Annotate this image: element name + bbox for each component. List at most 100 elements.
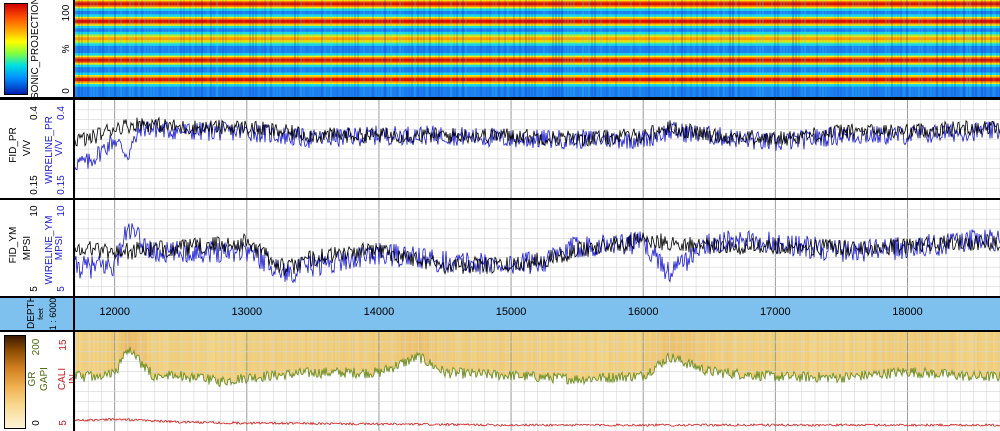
texture-streak [537,0,539,97]
texture-streak [213,0,215,97]
texture-streak [453,0,455,97]
texture-streak [672,0,674,97]
texture-streak [828,0,830,97]
depth-unit: feet [38,308,45,320]
texture-streak [222,0,224,97]
texture-streak [963,0,965,97]
texture-streak [696,0,698,97]
sonic-color-scale [4,3,28,95]
texture-streak [909,0,911,97]
texture-streak [408,0,410,97]
texture-streak [312,0,314,97]
heatmap-band [75,53,1000,68]
texture-streak [75,0,77,97]
texture-streak [669,0,671,97]
texture-streak [711,0,713,97]
heatmap-band [75,72,1000,87]
texture-streak [951,0,953,97]
texture-streak [777,0,779,97]
texture-streak [834,0,836,97]
track-divider [0,198,1000,200]
texture-streak [90,0,92,97]
ym-header: FID_YM MPSI 10 5 WIRELINE_YM MPSI 10 5 [0,200,75,296]
series-line-wireline-ym [75,223,1000,284]
depth-track: DEPTH feet 1 : 6000 12000 13000 14000 15000… [0,298,1000,330]
texture-streak [288,0,290,97]
texture-streak [768,0,770,97]
texture-streak [348,0,350,97]
texture-streak [333,0,335,97]
texture-streak [600,0,602,97]
pr-plot [75,100,1000,198]
texture-streak [966,0,968,97]
texture-streak [138,0,140,97]
texture-streak [108,0,110,97]
texture-streak [228,0,230,97]
texture-streak [360,0,362,97]
texture-streak [930,0,932,97]
texture-streak [426,0,428,97]
heatmap-band [75,14,1000,29]
texture-streak [864,0,866,97]
band-core [75,2,1000,6]
texture-streak [483,0,485,97]
depth-tick-label: 14000 [363,306,395,318]
texture-streak [597,0,599,97]
texture-streak [570,0,572,97]
texture-streak [543,0,545,97]
texture-streak [858,0,860,97]
texture-streak [753,0,755,97]
texture-streak [897,0,899,97]
texture-streak [339,0,341,97]
texture-streak [393,0,395,97]
texture-streak [522,0,524,97]
texture-streak [150,0,152,97]
texture-streak [411,0,413,97]
track-divider [0,330,1000,332]
band-core [75,78,1000,82]
heatmap-band [75,31,1000,46]
texture-streak [255,0,257,97]
pr-scale-bottom: 0.15 [29,175,40,195]
texture-streak [594,0,596,97]
texture-streak [606,0,608,97]
texture-streak [375,0,377,97]
texture-streak [912,0,914,97]
texture-streak [843,0,845,97]
texture-streak [342,0,344,97]
texture-streak [708,0,710,97]
texture-streak [303,0,305,97]
texture-streak [804,0,806,97]
pr-scale-top: 0.4 [29,106,40,120]
texture-streak [471,0,473,97]
series-line-gr [75,346,1000,388]
texture-streak [417,0,419,97]
texture-streak [579,0,581,97]
texture-streak [813,0,815,97]
texture-streak [747,0,749,97]
texture-streak [168,0,170,97]
texture-streak [336,0,338,97]
texture-streak [885,0,887,97]
texture-streak [639,0,641,97]
texture-streak [675,0,677,97]
texture-streak [903,0,905,97]
ym-curves-svg [75,200,1000,296]
texture-streak [81,0,83,97]
texture-streak [756,0,758,97]
texture-streak [447,0,449,97]
wireline-pr-scale-top: 0.4 [56,106,67,120]
texture-streak [102,0,104,97]
texture-streak [981,0,983,97]
texture-streak [474,0,476,97]
texture-streak [429,0,431,97]
texture-streak [399,0,401,97]
texture-streak [324,0,326,97]
texture-streak [384,0,386,97]
texture-streak [366,0,368,97]
texture-streak [87,0,89,97]
texture-streak [735,0,737,97]
cali-scale-top: 15 [58,339,69,351]
texture-streak [300,0,302,97]
texture-streak [276,0,278,97]
